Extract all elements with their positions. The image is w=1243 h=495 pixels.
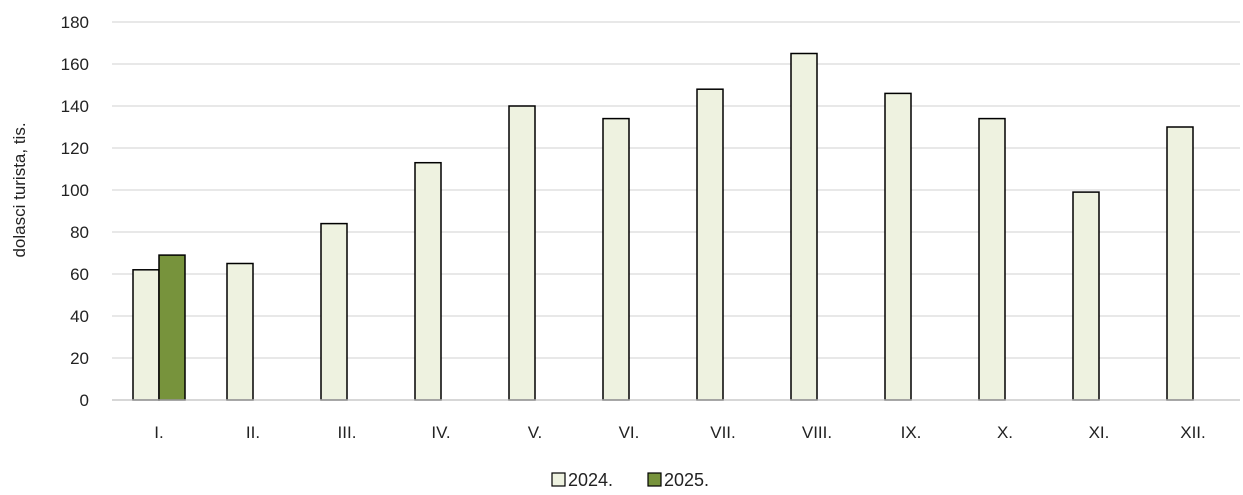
y-tick-label: 20 [70, 349, 89, 368]
bar-series-1 [790, 52, 818, 401]
bar-series-1 [978, 117, 1006, 401]
x-tick-label: XII. [1180, 423, 1206, 442]
x-tick-label: VI. [619, 423, 640, 442]
bar-series-1 [226, 262, 254, 401]
x-axis-ticks: I. II. III. IV. V. VI. VII. VIII. IX. X. XI. XII. [154, 423, 1205, 442]
x-tick-label: VIII. [802, 423, 832, 442]
bars [132, 52, 1194, 401]
bar-series-1 [508, 105, 536, 401]
bar-series-2 [158, 254, 186, 401]
bar-series-1 [132, 269, 160, 401]
legend-label: 2024. [568, 470, 613, 490]
y-tick-label: 100 [61, 181, 89, 200]
legend-swatch [647, 472, 662, 487]
y-tick-label: 140 [61, 97, 89, 116]
bar-series-1 [414, 161, 442, 401]
legend: 2024. 2025. [551, 470, 709, 490]
legend-swatch [551, 472, 566, 487]
x-tick-label: VII. [710, 423, 736, 442]
y-tick-label: 160 [61, 55, 89, 74]
bar-series-1 [602, 117, 630, 401]
x-tick-label: V. [528, 423, 543, 442]
y-tick-label: 60 [70, 265, 89, 284]
y-tick-label: 0 [80, 391, 89, 410]
bar-series-1 [1072, 191, 1100, 401]
bar-series-1 [320, 222, 348, 401]
y-tick-label: 40 [70, 307, 89, 326]
x-tick-label: IX. [901, 423, 922, 442]
y-tick-label: 120 [61, 139, 89, 158]
x-tick-label: II. [246, 423, 260, 442]
bar-series-1 [696, 88, 724, 401]
bar-series-1 [1166, 126, 1194, 401]
x-tick-label: IV. [431, 423, 450, 442]
y-axis-label: dolasci turista, tis. [10, 122, 29, 257]
x-tick-label: III. [338, 423, 357, 442]
y-tick-label: 80 [70, 223, 89, 242]
x-tick-label: X. [997, 423, 1013, 442]
legend-label: 2025. [664, 470, 709, 490]
y-axis-ticks: 0 20 40 60 80 100 120 140 160 180 [61, 13, 89, 410]
x-tick-label: XI. [1089, 423, 1110, 442]
bar-series-1 [884, 92, 912, 401]
x-tick-label: I. [154, 423, 163, 442]
y-tick-label: 180 [61, 13, 89, 32]
gridlines [112, 21, 1240, 359]
